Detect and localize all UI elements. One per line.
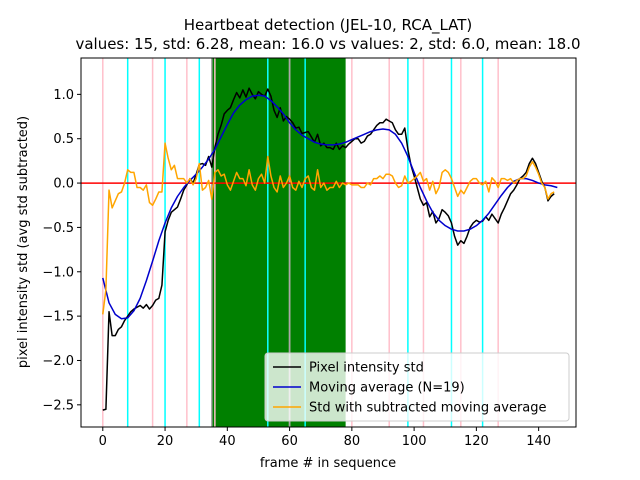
legend-label-2: Std with subtracted moving average: [309, 401, 547, 416]
x-tick-label: 20: [157, 434, 174, 449]
y-axis-label: pixel intensity std (avg std subtracted): [16, 116, 31, 368]
legend-label-1: Moving average (N=19): [309, 381, 465, 396]
y-tick-label: −2.0: [42, 354, 74, 369]
x-tick-label: 60: [281, 434, 298, 449]
x-tick-label: 80: [344, 434, 361, 449]
chart-title: Heartbeat detection (JEL-10, RCA_LAT): [184, 16, 473, 35]
y-tick-label: −0.5: [42, 221, 74, 236]
x-axis-label: frame # in sequence: [260, 456, 396, 471]
y-tick-label: −1.0: [42, 265, 74, 280]
x-tick-label: 100: [402, 434, 427, 449]
x-tick-label: 40: [219, 434, 236, 449]
x-tick-label: 120: [464, 434, 489, 449]
series-line-1: [102, 94, 558, 320]
legend-label-0: Pixel intensity std: [309, 361, 424, 376]
chart-subtitle: values: 15, std: 6.28, mean: 16.0 vs val…: [75, 35, 580, 53]
series-line-0: [102, 87, 555, 411]
y-tick-label: 0.5: [53, 132, 74, 147]
series-line-2: [102, 142, 555, 315]
x-tick-label: 140: [526, 434, 551, 449]
x-tick-label: 0: [99, 434, 107, 449]
y-tick-label: 1.0: [53, 88, 74, 103]
y-tick-label: −2.5: [42, 398, 74, 413]
x-axis: 0 20 40 60 80 100 120 140: [99, 427, 551, 449]
y-tick-label: −1.5: [42, 310, 74, 325]
y-tick-label: 0.0: [53, 177, 74, 192]
legend-box: [264, 352, 570, 422]
y-axis: −2.5 −2.0 −1.5 −1.0 −0.5 0.0 0.5 1.0: [42, 88, 81, 413]
plot-frame: [80, 57, 577, 428]
legend: Pixel intensity std Moving average (N=19)…: [264, 352, 570, 422]
